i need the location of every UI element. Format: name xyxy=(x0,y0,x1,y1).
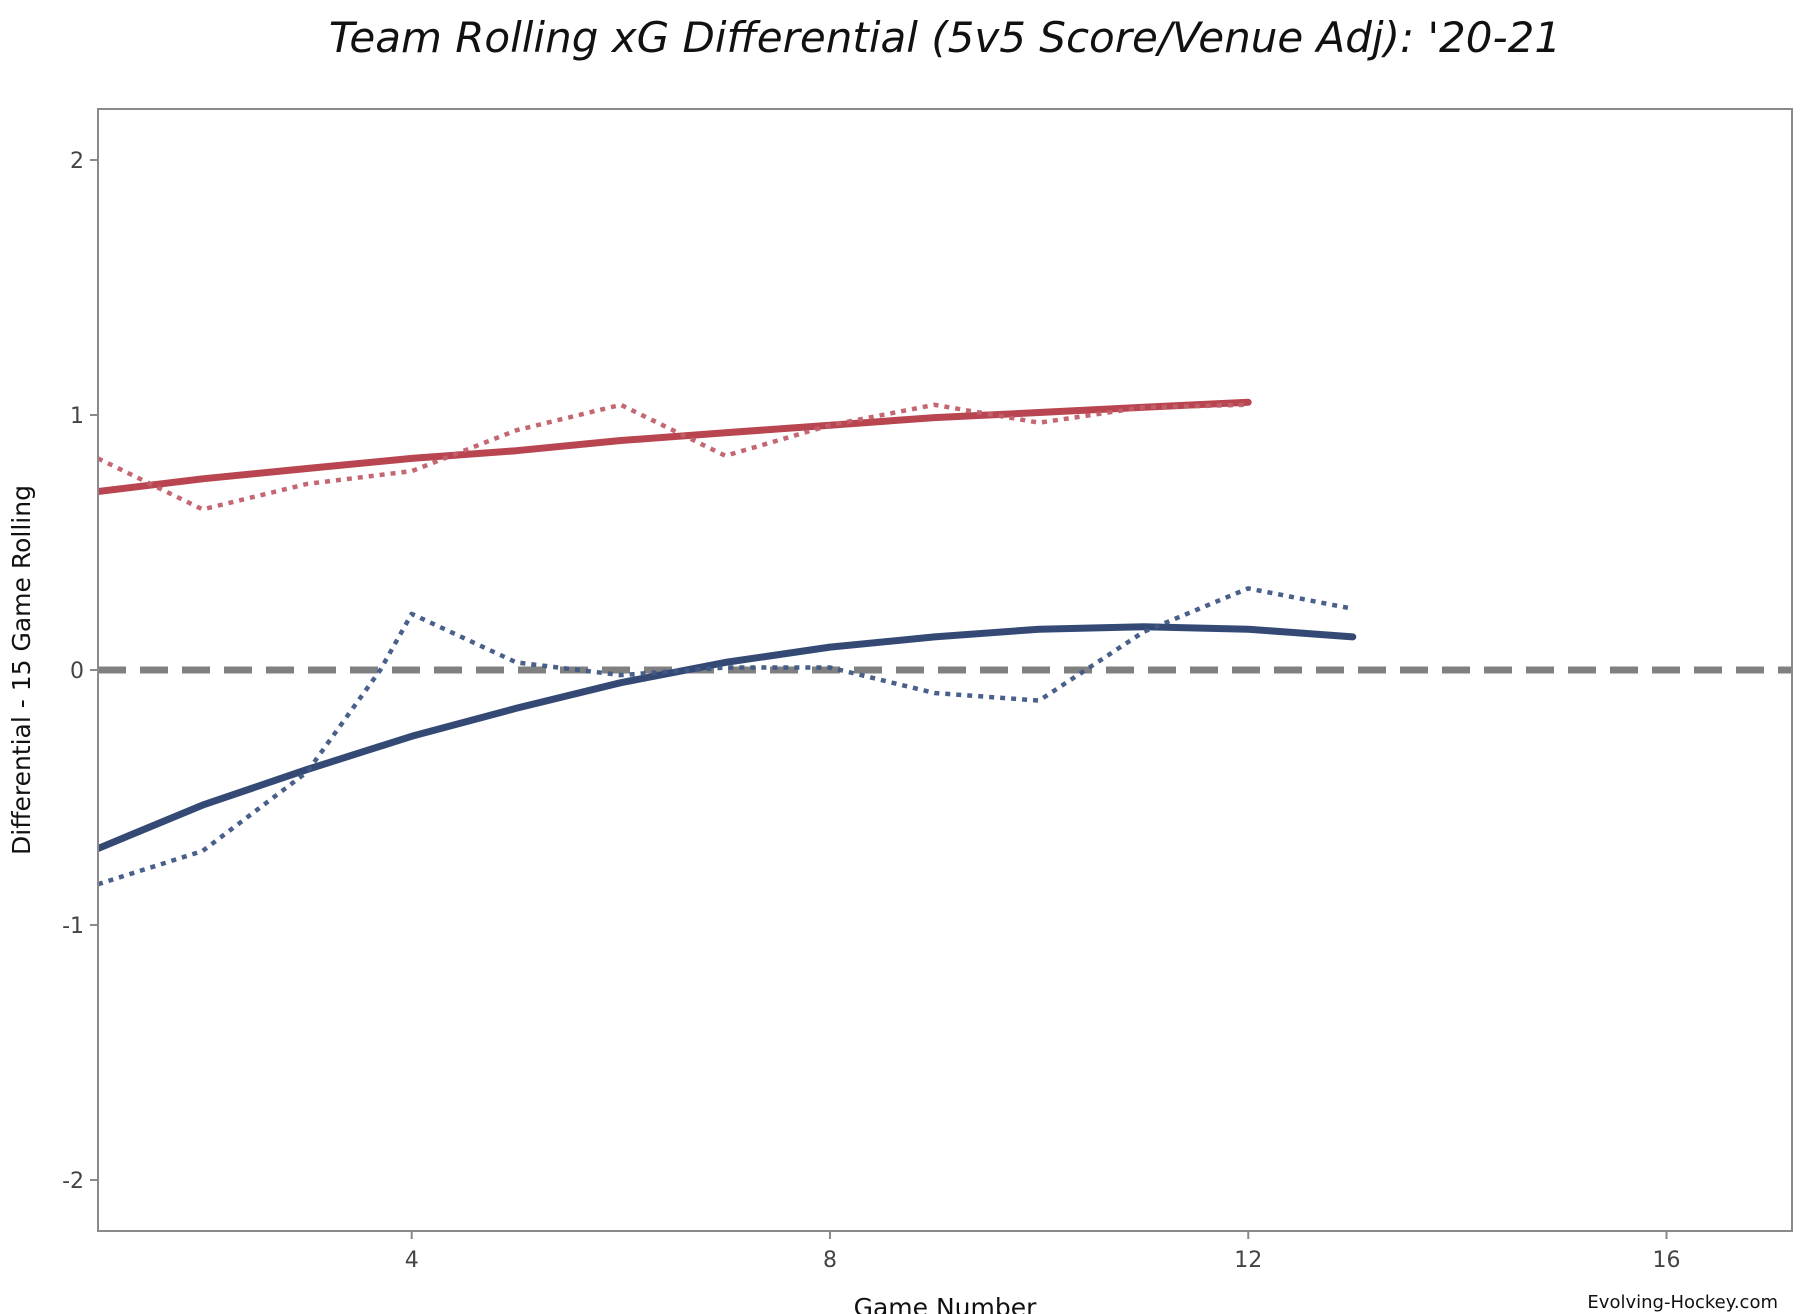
plot-area xyxy=(98,398,1792,887)
x-tick-label: 12 xyxy=(1234,1248,1262,1273)
chart-title: Team Rolling xG Differential (5v5 Score/… xyxy=(329,13,1561,62)
x-tick-label: 16 xyxy=(1653,1248,1681,1273)
series-line-3-solid xyxy=(98,623,1357,852)
x-axis-label: Game Number xyxy=(854,1293,1038,1314)
y-tick-label: 1 xyxy=(70,404,84,429)
x-tick-label: 8 xyxy=(823,1248,837,1273)
series-line-4-dotted xyxy=(98,586,1354,887)
x-tick-label: 4 xyxy=(405,1248,419,1273)
y-axis: -2 -1 0 1 2 xyxy=(62,149,98,1194)
y-tick-label: -1 xyxy=(62,914,84,939)
source-label: Evolving-Hockey.com xyxy=(1587,1292,1778,1313)
series-line-1-solid xyxy=(98,398,1252,495)
y-tick-label: 2 xyxy=(70,149,84,174)
y-axis-label: Differential - 15 Game Rolling xyxy=(7,485,36,855)
y-tick-label: -2 xyxy=(62,1169,84,1194)
series-line-2-dotted xyxy=(98,402,1249,512)
x-axis: 4 8 12 16 xyxy=(405,1231,1681,1273)
y-tick-label: 0 xyxy=(70,659,84,684)
